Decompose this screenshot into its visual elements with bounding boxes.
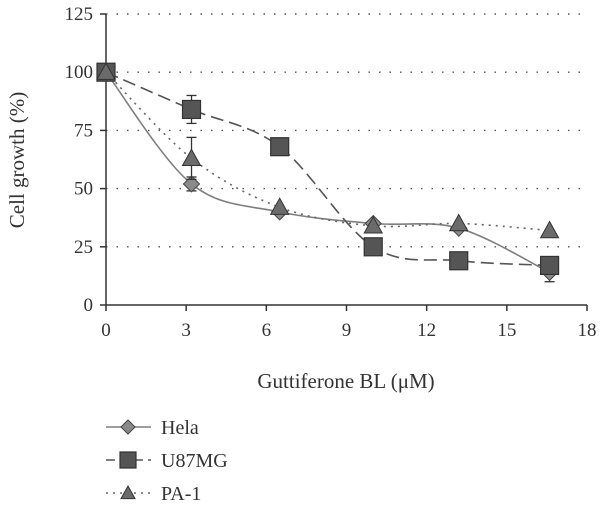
legend-label: U87MG <box>161 450 228 472</box>
x-axis-label: Guttiferone BL (μM) <box>257 369 434 393</box>
grid-layer <box>106 13 587 248</box>
series-line <box>105 71 550 274</box>
data-point <box>363 237 383 257</box>
legend-marker <box>119 451 137 469</box>
y-tick-label: 125 <box>65 4 94 25</box>
x-tick-label: 12 <box>417 320 436 341</box>
legend-label: PA-1 <box>161 483 201 505</box>
x-tick-label: 3 <box>181 320 191 341</box>
legend-marker <box>120 419 136 435</box>
data-point <box>448 213 469 232</box>
series-u87mg <box>96 62 560 276</box>
legend: Hela U87MG PA-1 <box>106 417 228 505</box>
x-tick-label: 18 <box>578 320 597 341</box>
data-point <box>270 137 290 157</box>
data-point <box>539 220 560 239</box>
x-tick-label: 6 <box>262 320 272 341</box>
data-point <box>363 215 384 234</box>
data-point <box>269 197 290 215</box>
data-point <box>181 148 202 167</box>
data-point <box>96 62 116 80</box>
ticks: 0 25 50 75 100 125 0 3 6 9 12 15 18 <box>65 4 597 341</box>
y-axis-label: Cell growth (%) <box>5 92 29 228</box>
data-point <box>449 251 469 271</box>
y-tick-label: 25 <box>74 237 93 258</box>
legend-item-pa-1: PA-1 <box>106 483 201 505</box>
axes <box>105 14 587 306</box>
x-tick-label: 0 <box>101 320 111 341</box>
x-tick-label: 15 <box>497 320 516 341</box>
legend-item-hela: Hela <box>106 417 199 439</box>
series-line <box>105 71 550 232</box>
series <box>96 62 560 283</box>
data-point <box>181 99 202 120</box>
series-line <box>105 71 550 267</box>
legend-label: Hela <box>161 417 199 439</box>
series-hela <box>97 63 559 283</box>
y-tick-label: 75 <box>74 120 93 141</box>
x-tick-label: 9 <box>342 320 352 341</box>
y-tick-label: 100 <box>65 62 94 83</box>
y-tick-label: 0 <box>84 295 94 316</box>
legend-marker <box>120 484 136 500</box>
y-tick-label: 50 <box>74 179 93 200</box>
data-point <box>182 175 201 193</box>
series-pa-1 <box>96 62 560 239</box>
legend-item-u87mg: U87MG <box>106 450 228 472</box>
data-point <box>539 255 560 276</box>
